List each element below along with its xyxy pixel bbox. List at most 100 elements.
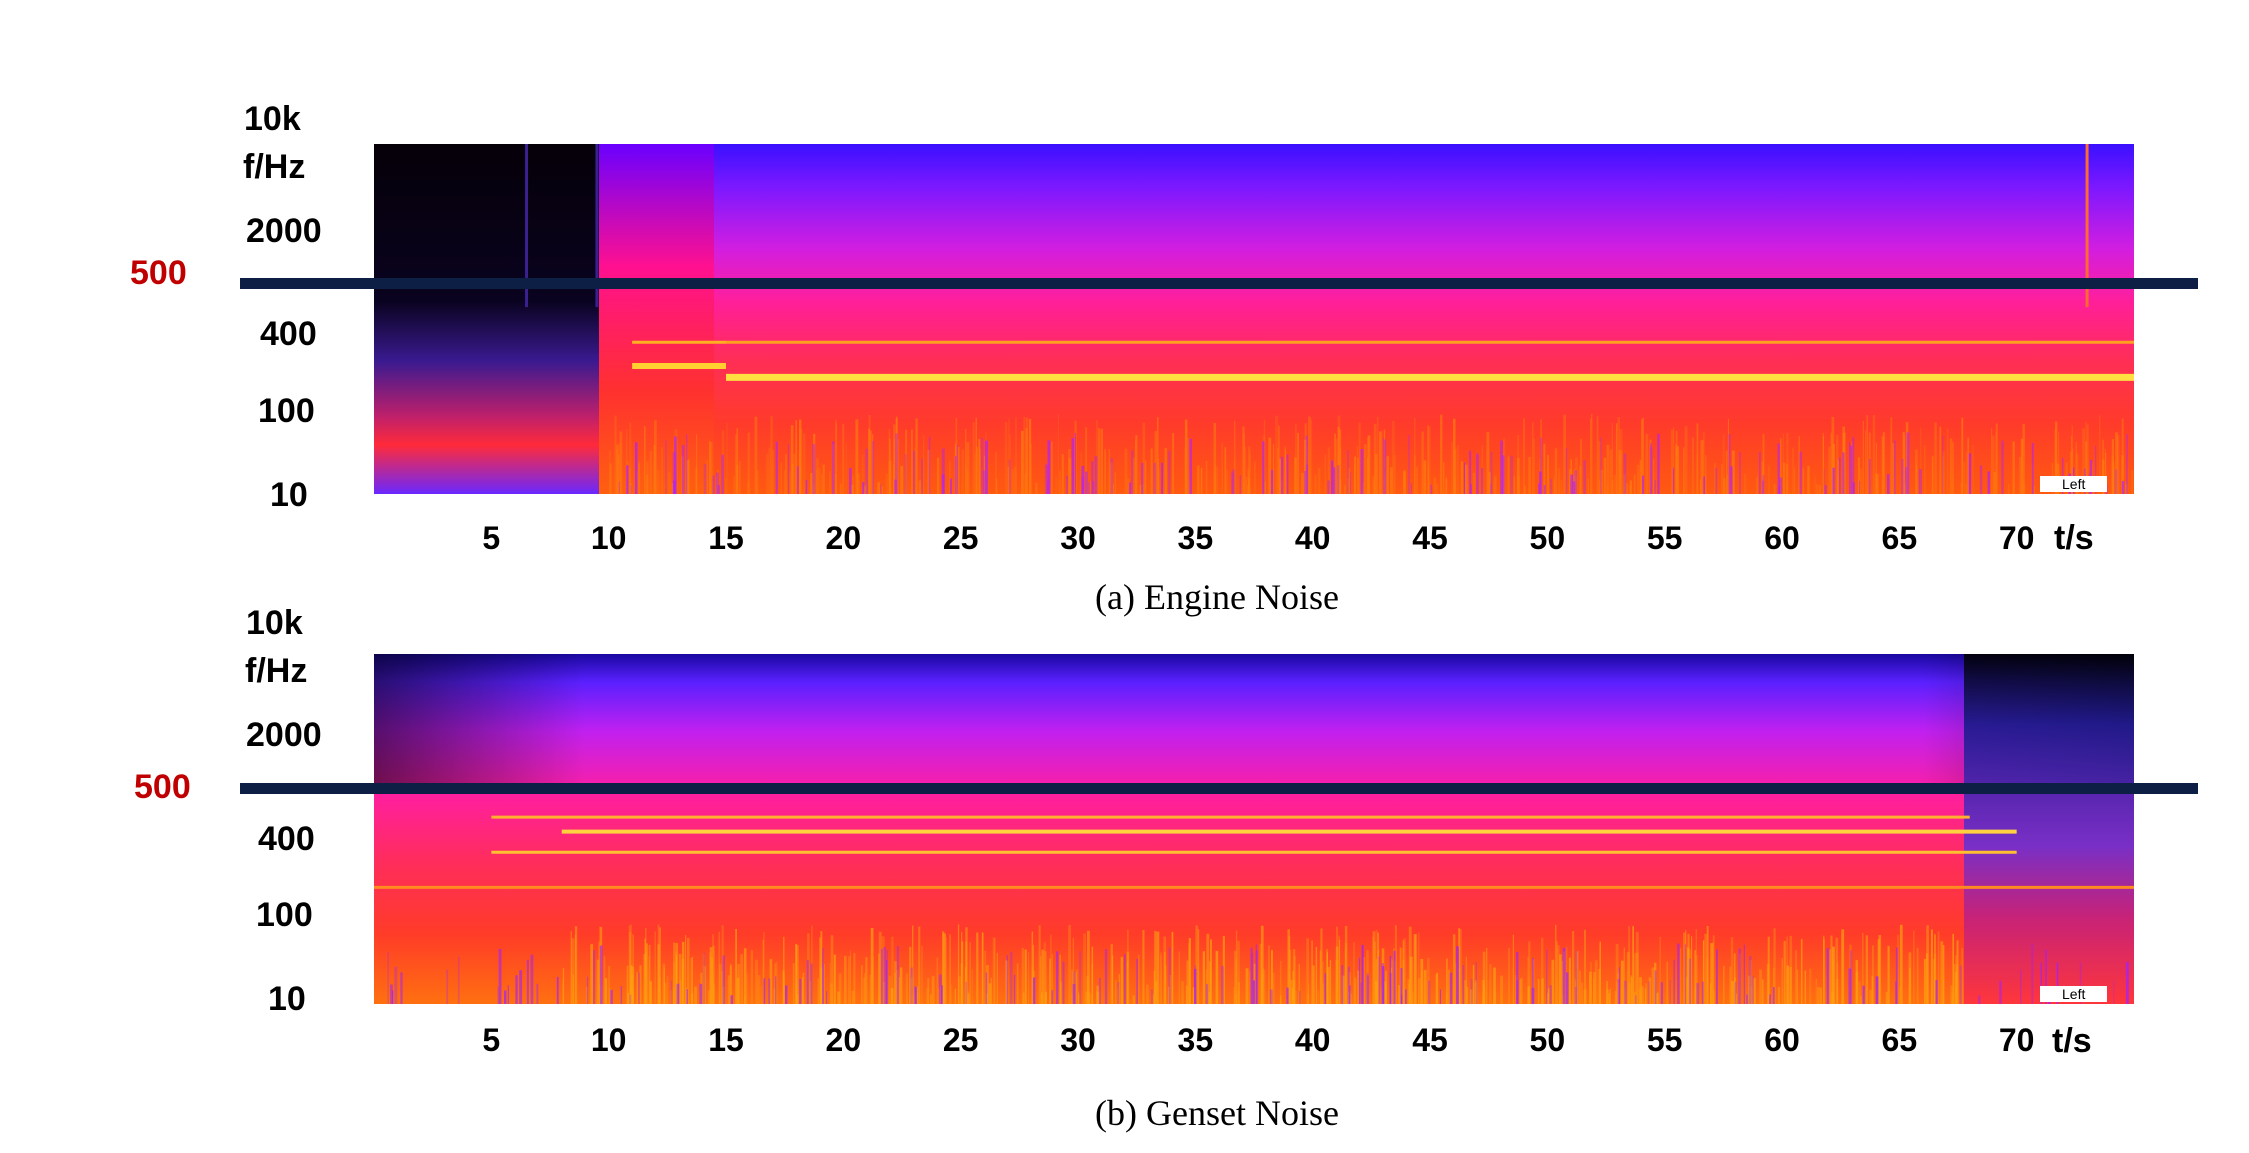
spectral-texture xyxy=(1935,980,1938,1004)
spectral-texture xyxy=(760,985,762,1004)
spectral-texture xyxy=(1059,471,1061,494)
spectral-texture xyxy=(1061,454,1064,494)
spectral-texture xyxy=(1557,945,1560,1004)
spectral-texture xyxy=(798,450,801,494)
spectral-texture xyxy=(718,932,721,1004)
spectral-texture xyxy=(1628,925,1630,1004)
spectral-texture xyxy=(646,461,649,494)
spectral-texture xyxy=(1560,479,1563,494)
spectral-texture xyxy=(662,963,666,1004)
spectral-texture xyxy=(1031,931,1034,1004)
spectral-texture xyxy=(1347,449,1349,494)
spectral-texture xyxy=(1993,471,1997,494)
spectral-texture xyxy=(2114,469,2118,494)
spectral-texture xyxy=(1855,960,1858,1004)
spectral-texture xyxy=(1514,975,1518,1004)
spectral-texture xyxy=(1449,972,1453,1004)
spectral-texture xyxy=(1004,422,1008,494)
spectral-texture xyxy=(1470,989,1473,1004)
spectral-texture xyxy=(390,984,393,1004)
spectral-texture xyxy=(1696,983,1700,1004)
spectral-texture xyxy=(1401,994,1403,1004)
spectral-texture xyxy=(1390,967,1392,1004)
spectral-texture xyxy=(507,985,509,1004)
spectral-texture xyxy=(1315,947,1318,1004)
spectral-texture xyxy=(1307,416,1311,494)
spectral-texture xyxy=(707,990,711,1004)
spectral-texture xyxy=(1713,990,1715,1004)
spectral-texture xyxy=(1961,947,1963,1004)
spectral-texture xyxy=(1186,427,1188,494)
spectral-texture xyxy=(1816,484,1818,494)
spectral-texture xyxy=(1187,437,1191,494)
spectral-texture xyxy=(2115,485,2118,494)
spectral-texture xyxy=(1759,969,1762,1004)
spectral-texture xyxy=(1619,429,1623,494)
spectral-texture xyxy=(1165,965,1167,1004)
spectral-texture xyxy=(1250,947,1253,1004)
x-tick-label: 5 xyxy=(482,1022,501,1058)
spectral-texture xyxy=(1372,931,1376,1004)
spectral-texture xyxy=(1373,481,1375,494)
spectral-texture xyxy=(717,485,721,494)
spectral-texture xyxy=(1673,467,1675,494)
spectral-texture xyxy=(1194,965,1196,1004)
spectral-texture xyxy=(949,478,952,494)
spectral-texture xyxy=(586,986,588,1004)
spectral-texture xyxy=(1624,980,1627,1004)
spectral-texture xyxy=(768,978,771,1004)
spectral-texture xyxy=(2031,443,2034,494)
y-tick-label: 2000 xyxy=(246,212,322,250)
spectral-texture xyxy=(1072,937,1074,1004)
spectral-texture xyxy=(813,433,816,494)
spectral-texture xyxy=(869,975,872,1004)
spectral-texture xyxy=(785,454,787,494)
spectral-texture xyxy=(1025,428,1028,494)
spectral-texture xyxy=(1028,952,1030,1004)
spectral-texture xyxy=(1528,457,1531,494)
spectral-texture xyxy=(1723,965,1725,1004)
spectral-texture xyxy=(1294,457,1297,494)
spectral-texture xyxy=(648,944,651,1004)
y-axis-unit-label: f/Hz xyxy=(243,148,306,186)
spectral-texture xyxy=(1354,977,1357,1004)
spectral-texture xyxy=(918,926,921,1004)
spectral-texture xyxy=(686,937,690,1004)
spectral-texture xyxy=(2055,421,2058,494)
spectral-texture xyxy=(790,425,794,494)
spectral-texture xyxy=(709,442,713,494)
spectral-texture xyxy=(610,989,613,1004)
spectral-texture xyxy=(1284,446,1286,494)
spectral-texture xyxy=(629,468,631,494)
spectral-texture xyxy=(1648,977,1651,1004)
spectral-texture xyxy=(1349,472,1352,494)
spectral-texture xyxy=(1334,433,1336,494)
spectral-texture xyxy=(1598,479,1601,494)
spectral-texture xyxy=(394,966,398,1004)
spectral-texture xyxy=(1729,966,1732,1004)
spectral-texture xyxy=(1415,933,1418,1004)
spectral-texture xyxy=(2111,455,2114,494)
spectral-texture xyxy=(1150,448,1153,494)
spectral-texture xyxy=(844,955,847,1004)
caption-engine: (a) Engine Noise xyxy=(1095,577,1339,617)
spectral-texture xyxy=(638,972,641,1004)
spectral-texture xyxy=(1320,928,1323,1004)
spectral-texture xyxy=(976,932,979,1004)
spectral-texture xyxy=(1172,433,1175,494)
spectral-texture xyxy=(1572,481,1576,494)
spectral-texture xyxy=(645,951,647,1004)
spectral-texture xyxy=(1244,447,1246,494)
spectral-texture xyxy=(713,984,715,1004)
spectral-texture xyxy=(1701,981,1704,1004)
spectral-texture xyxy=(1537,979,1540,1004)
spectral-texture xyxy=(1574,981,1577,1004)
spectral-texture xyxy=(895,433,898,494)
spectral-texture xyxy=(1087,930,1090,1004)
spectral-texture xyxy=(1893,440,1896,494)
spectral-texture xyxy=(1540,419,1542,494)
spectral-texture xyxy=(2070,435,2073,494)
panel-engine: 10k f/Hz 2000 500 400 100 10 xyxy=(130,102,2198,617)
spectral-texture xyxy=(715,472,719,494)
spectral-texture xyxy=(1593,978,1595,1004)
